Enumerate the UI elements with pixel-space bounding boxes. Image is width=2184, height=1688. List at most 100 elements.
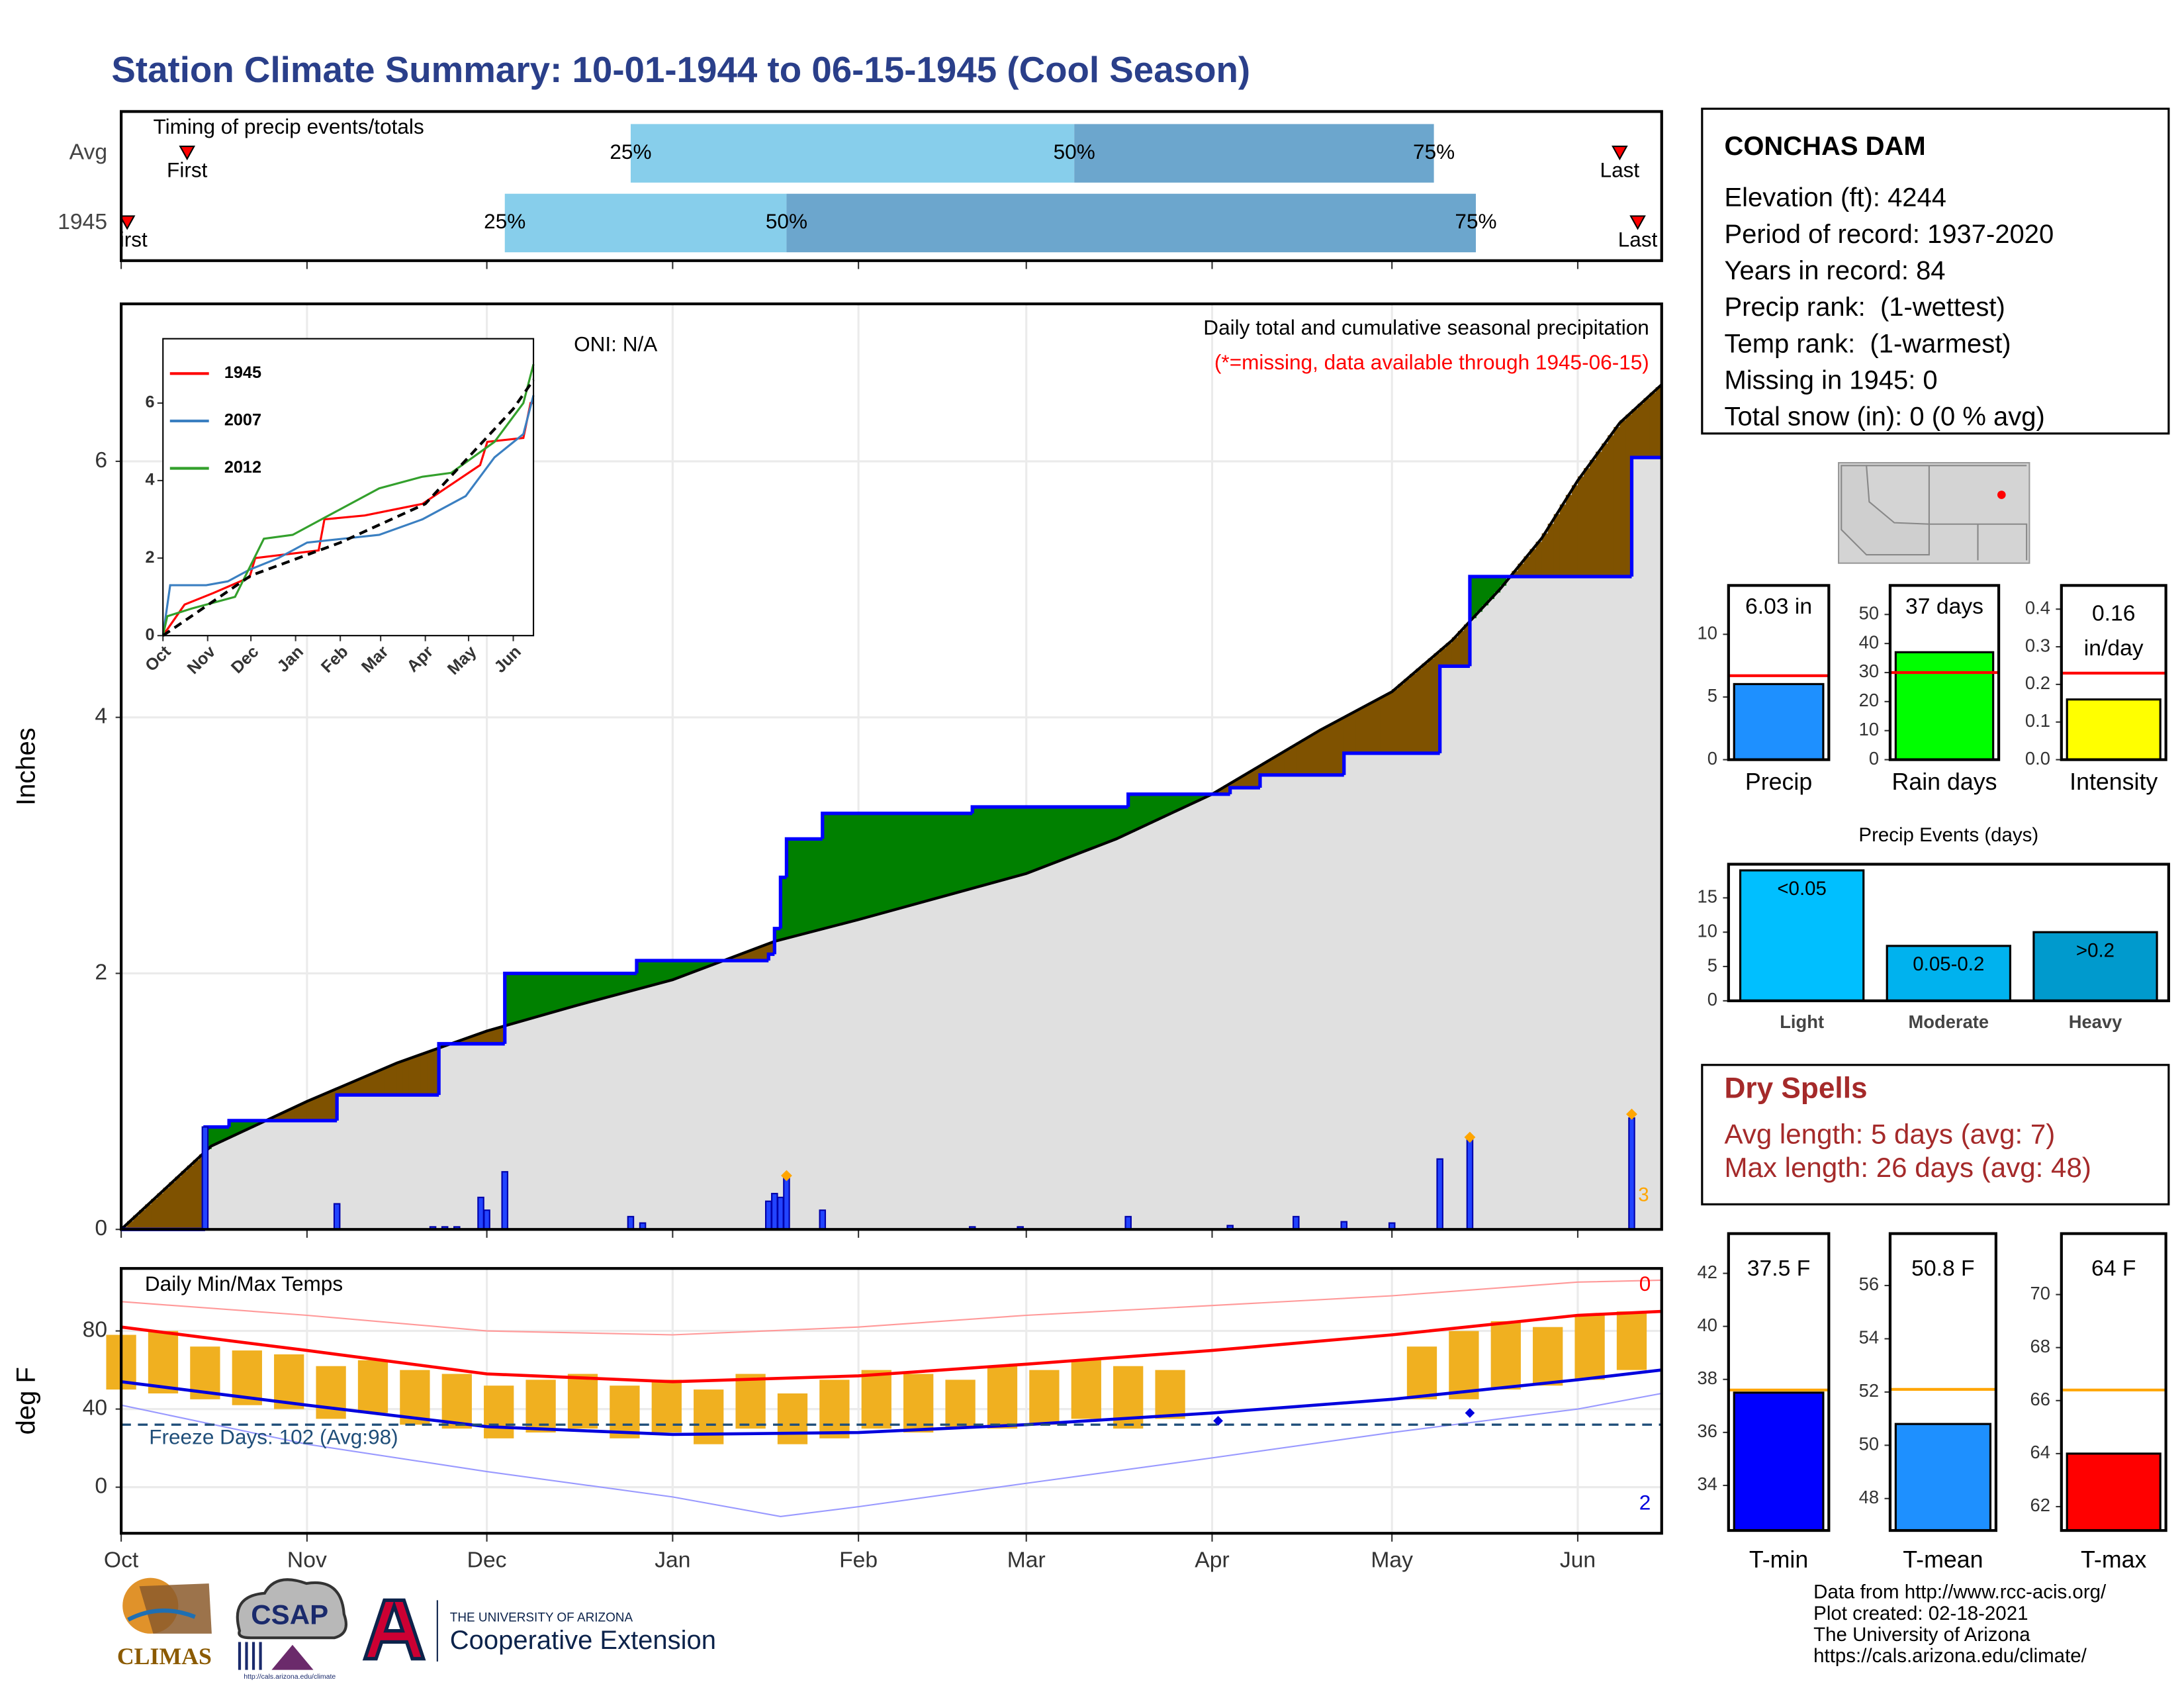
unit-label: in/day (2084, 636, 2144, 661)
freeze-label: Freeze Days: 102 (Avg:98) (149, 1425, 398, 1448)
observed-cumulative-step (437, 1042, 505, 1096)
daily-temp-range (316, 1366, 346, 1419)
anomaly-fill (936, 813, 943, 898)
extension-name: Cooperative Extension (450, 1626, 716, 1655)
anomaly-fill (804, 839, 811, 933)
anomaly-fill (271, 1117, 278, 1121)
anomaly-fill (972, 807, 979, 888)
anomaly-fill (1643, 398, 1651, 458)
y-tick-label: 0.3 (2025, 635, 2050, 655)
anomaly-fill (1380, 696, 1387, 753)
anomaly-fill (475, 1034, 482, 1044)
anomaly-fill (1596, 451, 1603, 577)
anomaly-fill (798, 839, 805, 935)
anomaly-fill (295, 1105, 302, 1121)
x-tick-label: May (1371, 1548, 1413, 1572)
quantile-label: 50% (1054, 140, 1095, 164)
anomaly-fill (390, 1064, 398, 1096)
x-tick-label: Jan (655, 1548, 690, 1572)
dry-spell-info: Max length: 26 days (avg: 48) (1724, 1152, 2091, 1183)
record-marker (781, 1170, 792, 1182)
anomaly-fill (948, 813, 955, 894)
anomaly-fill (1296, 742, 1303, 775)
category-label: Intensity (2070, 769, 2158, 795)
dry-spells-box (1701, 1064, 2170, 1205)
csap-logo-text: CSAP (251, 1599, 328, 1630)
station-info: Total snow (in): 0 (0 % avg) (1724, 402, 2044, 432)
bar-label: <0.05 (1777, 878, 1827, 900)
anomaly-fill (1535, 541, 1543, 577)
anomaly-fill (247, 1120, 254, 1129)
summary-bar (1733, 682, 1825, 761)
y-tick-label: 64 (2030, 1442, 2050, 1462)
anomaly-fill (745, 951, 751, 961)
daily-temp-range (610, 1385, 640, 1438)
quantile-bar (504, 193, 787, 253)
anomaly-fill (1361, 706, 1369, 753)
summary-bar (2066, 698, 2161, 761)
y-tick-label: 30 (1859, 661, 1879, 681)
inset-frame (162, 338, 535, 637)
anomaly-fill (565, 973, 572, 1008)
anomaly-fill (1074, 807, 1081, 855)
daily-precip-bar (777, 1196, 784, 1231)
observed-cumulative-step (784, 837, 823, 878)
anomaly-fill (840, 813, 847, 924)
anomaly-fill (1176, 794, 1183, 810)
anomaly-fill (1439, 648, 1447, 667)
anomaly-fill (408, 1057, 416, 1096)
daily-temp-range (567, 1374, 598, 1429)
climas-logo-text: CLIMAS (117, 1643, 212, 1669)
x-tick-label: Heavy (2069, 1011, 2122, 1032)
anomaly-fill (217, 1127, 224, 1143)
anomaly-fill (1571, 485, 1578, 577)
anomaly-fill (1469, 576, 1477, 618)
anomaly-fill (253, 1120, 260, 1125)
anomaly-fill (1590, 459, 1596, 577)
bar-label: >0.2 (2076, 939, 2115, 961)
quantile-label: 25% (484, 209, 525, 233)
y-tick-label: 0.0 (2025, 748, 2050, 769)
anomaly-fill (145, 1204, 152, 1230)
anomaly-fill (1242, 774, 1249, 788)
y-tick-label: 50 (1859, 602, 1879, 623)
csap-logo-cloud (236, 1578, 347, 1640)
anomaly-fill (1428, 658, 1435, 753)
daily-temp-range (1029, 1370, 1060, 1425)
summary-bar (1894, 1423, 1992, 1532)
daily-precip-bar (1293, 1215, 1300, 1231)
anomaly-fill (1002, 807, 1009, 880)
y-tick-label: 70 (2030, 1283, 2050, 1303)
anomaly-fill (678, 961, 686, 977)
anomaly-fill (1008, 807, 1015, 878)
x-tick-label: Apr (1195, 1548, 1229, 1572)
anomaly-fill (649, 961, 656, 986)
anomaly-fill (606, 973, 614, 997)
anomaly-fill (163, 1188, 170, 1230)
daily-temp-range (274, 1354, 304, 1409)
observed-cumulative-step (503, 971, 637, 1044)
anomaly-fill (1152, 794, 1159, 821)
observed-cumulative-step (1342, 751, 1440, 775)
y-tick-label: 5 (1707, 955, 1717, 975)
map-border (1866, 465, 2028, 561)
station-name: CONCHAS DAM (1724, 132, 1925, 161)
anomaly-fill (1020, 807, 1027, 874)
anomaly-fill (1320, 728, 1327, 775)
y-tick-label: 0 (146, 626, 155, 644)
anomaly-fill (1482, 576, 1488, 606)
daily-temp-range (1155, 1370, 1185, 1419)
anomaly-fill (379, 1069, 386, 1096)
anomaly-fill (1086, 807, 1093, 850)
daily-precip-bar (1436, 1158, 1443, 1231)
anomaly-fill (1602, 443, 1609, 577)
anomaly-fill (1122, 807, 1129, 835)
csap-logo-url: http://cals.arizona.edu/climate (244, 1673, 336, 1681)
observed-cumulative-step (227, 1119, 338, 1127)
y-tick-label: 10 (1859, 719, 1879, 739)
anomaly-fill (768, 942, 776, 955)
anomaly-fill (157, 1193, 164, 1230)
climas-logo-wave (127, 1608, 196, 1622)
missing-note: (*=missing, data available through 1945-… (1214, 350, 1649, 374)
